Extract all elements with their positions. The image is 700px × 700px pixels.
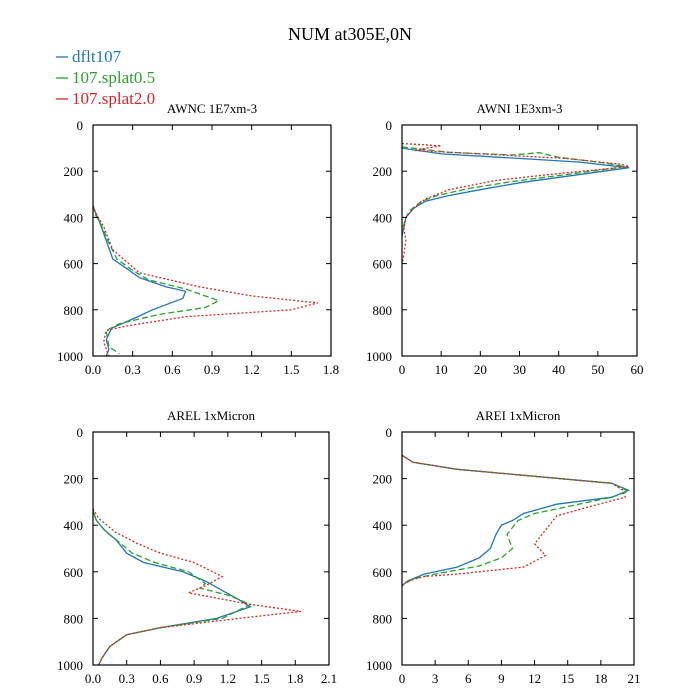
x-tick-label: 0.9 [186,671,202,686]
x-tick-label: 40 [552,362,565,377]
chart-panel: AWNC 1E7xm-3 0.0 0.3 0.6 0.9 1.2 1.5 1.8 0 200 400… [57,101,339,377]
x-tick-label: 9 [498,671,505,686]
plot-frame [401,431,635,666]
y-tick-label: 400 [64,518,84,533]
y-tick-label: 1000 [366,658,392,673]
x-tick-label: 0.6 [164,362,181,377]
x-tick-label: 6 [465,671,472,686]
x-tick-label: 12 [528,671,541,686]
y-tick-label: 400 [373,210,393,225]
y-tick-label: 600 [373,257,393,272]
legend-label: 107.splat2.0 [72,89,155,108]
legend-label: dflt107 [72,47,122,66]
x-tick-label: 18 [594,671,607,686]
legend-label: 107.splat0.5 [72,68,155,87]
x-tick-label: 3 [432,671,439,686]
series-line-107.splat2.0 [92,205,318,357]
x-tick-label: 50 [591,362,604,377]
y-tick-label: 0 [386,118,393,133]
y-tick-label: 200 [64,472,84,487]
series-line-107.splat2.0 [401,454,627,587]
legend: dflt107 107.splat0.5 107.splat2.0 [56,47,155,108]
y-tick-label: 600 [64,257,84,272]
x-tick-label: 0.0 [85,671,101,686]
y-tick-label: 400 [373,518,393,533]
x-tick-label: 0.3 [119,671,135,686]
x-tick-label: 20 [474,362,487,377]
y-tick-label: 1000 [366,349,392,364]
x-tick-label: 30 [513,362,526,377]
x-tick-label: 0.3 [125,362,141,377]
y-tick-label: 400 [64,210,84,225]
chart-panel: AREI 1xMicron 0 3 6 9 12 15 18 21 0 200 400 600 800 10… [366,408,641,686]
series-line-107.splat0.5 [92,510,252,666]
y-tick-label: 200 [64,164,84,179]
panel-title: AREL 1xMicron [167,408,255,423]
x-tick-label: 1.2 [244,362,260,377]
panel-title: AWNI 1E3xm-3 [477,101,563,116]
x-tick-label: 1.8 [323,362,339,377]
figure-title: NUM at305E,0N [288,24,412,44]
x-tick-label: 15 [561,671,574,686]
x-tick-label: 1.5 [253,671,269,686]
x-tick-label: 2.1 [321,671,337,686]
x-tick-label: 1.8 [287,671,303,686]
y-tick-label: 0 [77,425,84,440]
y-tick-label: 800 [373,611,393,626]
y-tick-label: 1000 [57,349,83,364]
plot-frame [401,124,638,357]
y-tick-label: 600 [64,565,84,580]
y-tick-label: 0 [77,118,84,133]
x-tick-label: 10 [435,362,448,377]
y-tick-label: 0 [386,425,393,440]
series-line-107.splat0.5 [92,205,221,355]
series-line-107.splat2.0 [92,508,301,666]
x-tick-label: 60 [631,362,644,377]
panel-title: AWNC 1E7xm-3 [167,101,257,116]
x-tick-label: 0.0 [85,362,101,377]
y-tick-label: 800 [373,303,393,318]
series-line-dflt107 [92,205,187,357]
y-tick-label: 800 [64,303,84,318]
x-tick-label: 0 [399,671,406,686]
panel-title: AREI 1xMicron [476,408,561,423]
x-tick-label: 21 [628,671,641,686]
y-tick-label: 200 [373,164,393,179]
x-tick-label: 0.6 [152,671,169,686]
x-tick-label: 0.9 [204,362,220,377]
chart-panel: AREL 1xMicron 0.0 0.3 0.6 0.9 1.2 1.5 1.8 2.1 0 20… [57,408,337,686]
series-line-107.splat2.0 [401,142,630,264]
x-tick-label: 1.5 [283,362,299,377]
series-line-107.splat0.5 [401,146,626,234]
x-tick-label: 0 [399,362,406,377]
panels: AWNC 1E7xm-30.0 0.3 0.6 0.9 1.2 1.5 1.80200400… [57,101,644,686]
y-tick-label: 600 [373,565,393,580]
y-tick-label: 200 [373,472,393,487]
chart-panel: AWNI 1E3xm-30 10 20 30 40 50 60020040060080010… [366,101,644,377]
y-tick-label: 1000 [57,658,83,673]
y-tick-label: 800 [64,611,84,626]
plot-frame [92,431,330,666]
x-tick-label: 1.2 [220,671,236,686]
